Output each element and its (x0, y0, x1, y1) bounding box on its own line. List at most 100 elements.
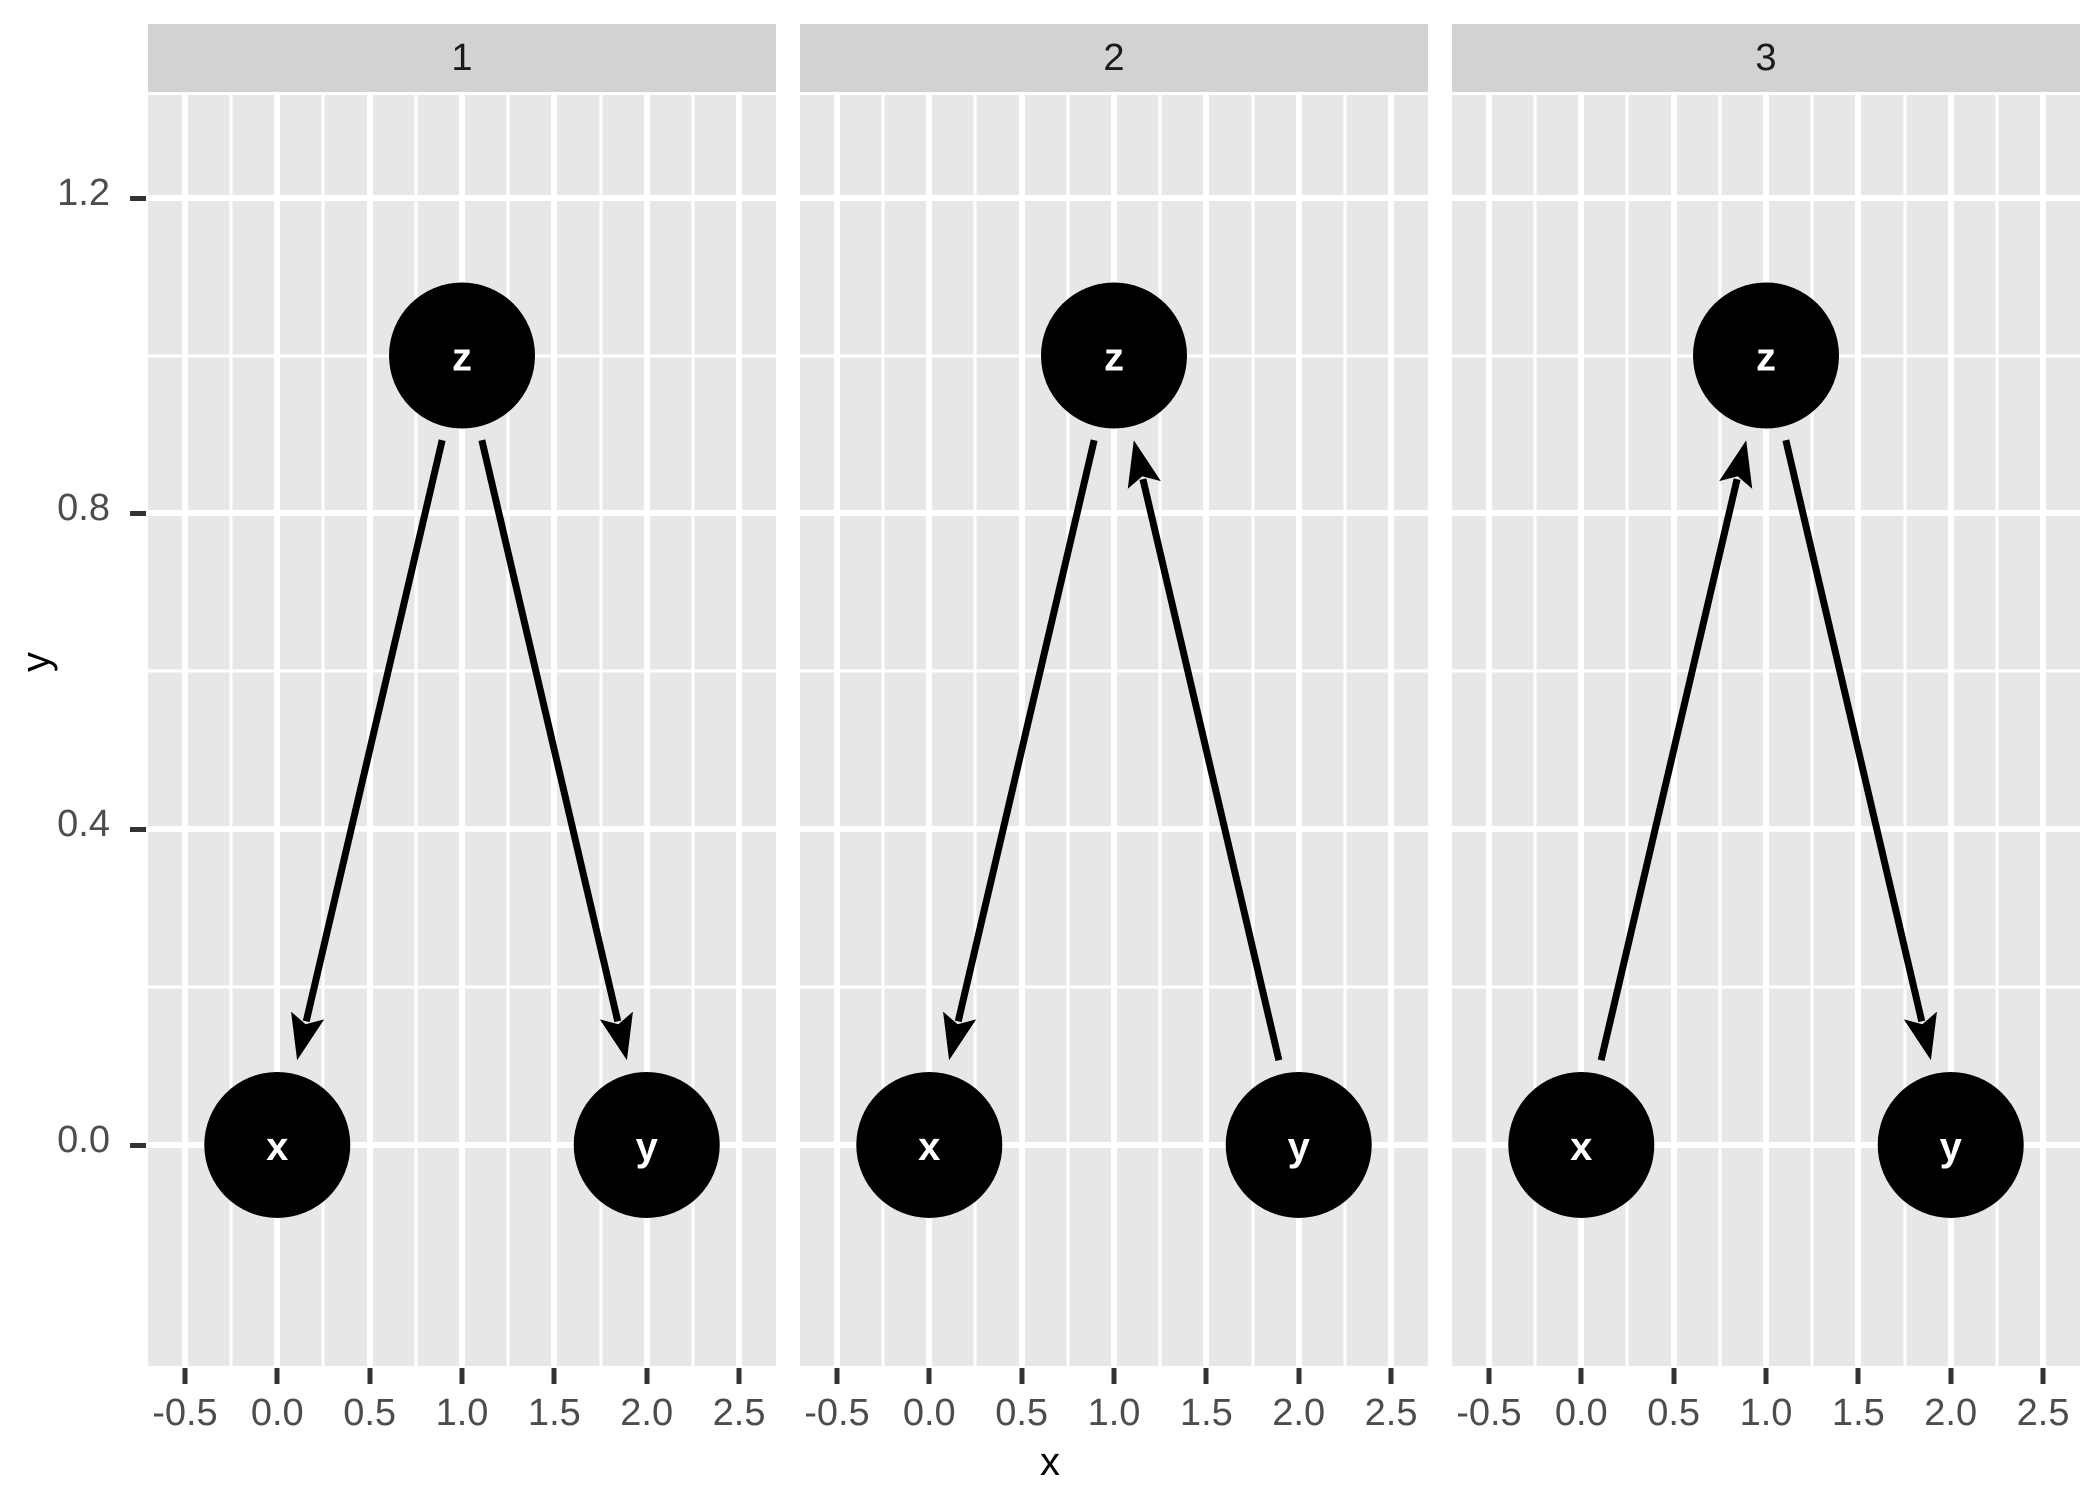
dag-node-label: z (1756, 336, 1776, 380)
y-axis-tick-mark (130, 1142, 146, 1148)
x-axis-tick-mark (274, 1368, 280, 1384)
x-axis-tick-mark (1855, 1368, 1861, 1384)
dag-node-z[interactable]: z (1041, 282, 1187, 429)
dag-node-label: y (636, 1125, 659, 1169)
dag-edge-arrowhead (291, 1011, 325, 1061)
x-axis-tick-label: 2.5 (1364, 1392, 1418, 1434)
facet-strip-2: 2 (800, 24, 1428, 92)
gridline-major-vertical (459, 95, 465, 1366)
x-axis-tick-mark (2040, 1368, 2046, 1384)
gridline-major-vertical (1203, 95, 1210, 1366)
dag-node-circle[interactable] (573, 1071, 720, 1218)
x-axis-tick-mark (1486, 1368, 1492, 1384)
x-axis-tick-mark (926, 1368, 932, 1384)
dag-edge-x-to-z (1597, 440, 1753, 1062)
x-axis-tick-label: 0.0 (902, 1392, 956, 1434)
gridline-minor-vertical (599, 95, 603, 1366)
dag-node-circle[interactable] (1508, 1071, 1655, 1218)
dag-edge-line (1782, 439, 1926, 1023)
gridline-minor-vertical (1251, 95, 1255, 1366)
dag-node-circle[interactable] (204, 1071, 351, 1218)
gridline-minor-vertical (1158, 95, 1162, 1366)
gridline-major-horizontal (1452, 194, 2080, 201)
gridline-major-horizontal (800, 194, 1428, 201)
dag-node-x[interactable]: x (856, 1071, 1003, 1218)
x-axis-tick-mark (736, 1368, 742, 1384)
facet-strip-label: 1 (451, 37, 473, 79)
dag-edge-arrowhead (599, 1011, 633, 1061)
x-axis-tick-label: 0.5 (343, 1392, 397, 1434)
dag-node-circle[interactable] (856, 1071, 1003, 1218)
dag-edge-arrowhead (943, 1011, 977, 1061)
x-axis-tick-label: -0.5 (804, 1392, 870, 1434)
dag-node-circle[interactable] (1041, 282, 1187, 429)
dag-node-label: z (1104, 336, 1124, 380)
gridline-major-horizontal (148, 826, 776, 833)
dag-edge-z-to-y (1782, 439, 1937, 1061)
dag-edge-line (1597, 478, 1741, 1062)
gridline-minor-vertical (1625, 95, 1629, 1366)
gridline-major-vertical (366, 95, 373, 1366)
x-axis-tick-mark (367, 1368, 373, 1384)
gridline-minor-horizontal (800, 985, 1428, 989)
x-axis-tick-mark (182, 1368, 188, 1384)
x-axis-tick-label: 0.0 (1554, 1392, 1608, 1434)
gridline-major-vertical (643, 95, 650, 1366)
dag-node-y[interactable]: y (1877, 1071, 2024, 1218)
dag-node-x[interactable]: x (204, 1071, 351, 1218)
gridline-minor-vertical (1810, 95, 1814, 1366)
gridline-major-vertical (833, 95, 840, 1366)
dag-graphic: x y z (204, 282, 720, 1218)
facet-plot-area-2: x y z (800, 95, 1428, 1366)
gridline-major-vertical (1388, 95, 1395, 1366)
dag-node-label: x (918, 1125, 940, 1169)
x-axis-tick-mark (834, 1368, 840, 1384)
dag-node-z[interactable]: z (389, 282, 535, 429)
x-axis-tick-mark (1763, 1368, 1769, 1384)
gridline-major-vertical (1855, 95, 1862, 1366)
gridline-major-horizontal (148, 1141, 776, 1148)
x-axis-tick-label: 1.0 (435, 1392, 489, 1434)
dag-node-label: z (452, 336, 472, 380)
x-axis-tick-mark (1578, 1368, 1584, 1384)
gridline-minor-vertical (1066, 95, 1070, 1366)
gridline-major-vertical (1018, 95, 1025, 1366)
x-axis-tick-label: -0.5 (152, 1392, 218, 1434)
facet-plot-area-3: x y z (1452, 95, 2080, 1366)
x-axis-tick-label: 1.5 (1831, 1392, 1885, 1434)
x-axis-title: x (1040, 1440, 1060, 1484)
y-axis-tick-mark (130, 827, 146, 833)
dag-edge-line (478, 439, 622, 1023)
gridline-minor-vertical (506, 95, 510, 1366)
x-axis-tick-mark (1203, 1368, 1209, 1384)
dag-node-circle[interactable] (389, 282, 535, 429)
gridline-major-horizontal (1452, 510, 2080, 517)
x-axis-tick-label: -0.5 (1456, 1392, 1522, 1434)
gridline-major-vertical (1485, 95, 1492, 1366)
dag-node-y[interactable]: y (1225, 1071, 1372, 1218)
gridline-minor-vertical (1903, 95, 1907, 1366)
y-axis-tick-label: 1.2 (57, 171, 110, 214)
gridline-minor-vertical (691, 95, 695, 1366)
dag-node-z[interactable]: z (1693, 282, 1839, 429)
gridline-major-horizontal (1452, 1141, 2080, 1148)
dag-node-y[interactable]: y (573, 1071, 720, 1218)
gridline-major-horizontal (1452, 826, 2080, 833)
x-axis-tick-label: 1.5 (527, 1392, 581, 1434)
dag-node-circle[interactable] (1877, 1071, 2024, 1218)
gridline-minor-horizontal (1452, 985, 2080, 989)
dag-edge-y-to-z (1127, 440, 1283, 1062)
facet-strip-3: 3 (1452, 24, 2080, 92)
dag-node-x[interactable]: x (1508, 1071, 1655, 1218)
x-axis-tick-label: 0.0 (250, 1392, 304, 1434)
dag-node-circle[interactable] (1693, 282, 1839, 429)
facet-panel-1: 1 x y z (148, 24, 776, 1366)
gridline-minor-vertical (1533, 95, 1537, 1366)
dag-node-circle[interactable] (1225, 1071, 1372, 1218)
facet-strip-label: 2 (1103, 37, 1125, 79)
dag-node-label: x (1570, 1125, 1592, 1169)
y-axis-tick-mark (130, 511, 146, 517)
gridline-major-vertical (2040, 95, 2047, 1366)
x-axis-tick-mark (551, 1368, 557, 1384)
x-axis-tick-mark (1019, 1368, 1025, 1384)
